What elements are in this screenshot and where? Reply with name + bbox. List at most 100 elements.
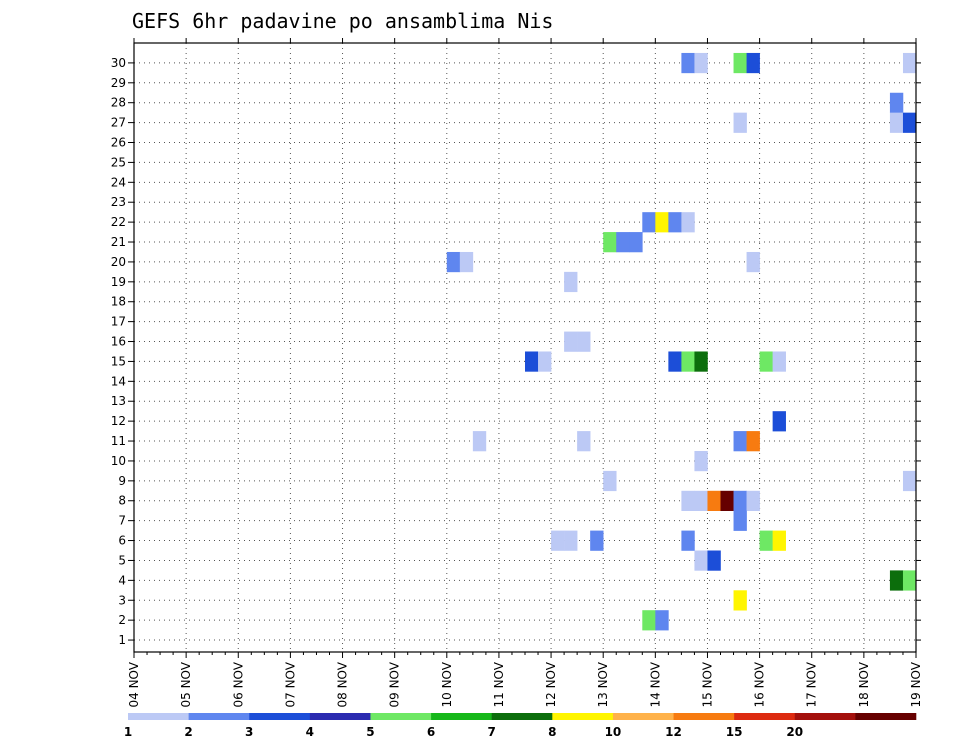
precip-cell bbox=[616, 232, 630, 253]
precip-cell bbox=[629, 232, 643, 253]
y-tick-label: 17 bbox=[111, 315, 126, 329]
precip-cell bbox=[889, 570, 904, 591]
x-tick-label: 06 NOV bbox=[231, 661, 245, 707]
y-tick-label: 27 bbox=[111, 116, 126, 130]
precip-cell bbox=[746, 251, 760, 273]
y-tick-label: 14 bbox=[111, 374, 126, 388]
colorbar-label: 3 bbox=[245, 725, 253, 739]
y-tick-label: 20 bbox=[111, 255, 126, 269]
colorbar: 1 2 3 4 5 6 7 8 10 12 15 20 bbox=[124, 713, 917, 739]
x-tick-label: 09 NOV bbox=[388, 661, 402, 707]
precip-cell bbox=[733, 590, 747, 611]
x-tick-label: 04 NOV bbox=[127, 661, 141, 707]
y-tick-label: 4 bbox=[118, 573, 126, 587]
precip-cell bbox=[577, 431, 591, 452]
colorbar-label: 6 bbox=[427, 725, 435, 739]
colorbar-label: 5 bbox=[366, 725, 374, 739]
colorbar-label: 2 bbox=[184, 725, 192, 739]
precip-cell bbox=[720, 490, 734, 511]
precip-cell bbox=[707, 550, 721, 571]
colorbar-label: 20 bbox=[786, 725, 803, 739]
precip-cell bbox=[681, 530, 695, 551]
y-tick-label: 16 bbox=[111, 335, 126, 349]
precip-cell bbox=[889, 92, 904, 113]
precip-cell bbox=[772, 351, 786, 372]
precip-cell bbox=[746, 52, 760, 74]
x-tick-label: 17 NOV bbox=[805, 661, 819, 707]
chart-title: GEFS 6hr padavine po ansamblima Nis bbox=[132, 9, 553, 33]
precip-cell bbox=[603, 232, 617, 253]
x-tick-label: 10 NOV bbox=[440, 661, 454, 707]
precip-cell bbox=[525, 351, 539, 372]
precip-cell bbox=[459, 251, 474, 273]
colorbar-swatch bbox=[491, 713, 553, 720]
y-tick-label: 25 bbox=[111, 155, 126, 169]
y-tick-label: 2 bbox=[118, 613, 126, 627]
precip-cell bbox=[746, 431, 760, 452]
y-tick-label: 1 bbox=[118, 633, 126, 647]
x-tick-label: 11 NOV bbox=[492, 661, 506, 707]
colorbar-swatch bbox=[612, 713, 674, 720]
precip-cell bbox=[603, 470, 617, 492]
precip-cell bbox=[733, 490, 747, 511]
precip-cell bbox=[759, 530, 773, 551]
precip-cell bbox=[564, 530, 578, 551]
y-tick-label: 28 bbox=[111, 96, 126, 110]
colorbar-swatch bbox=[552, 713, 614, 720]
y-tick-label: 6 bbox=[118, 534, 126, 548]
precip-cell bbox=[655, 212, 669, 233]
colorbar-swatch bbox=[734, 713, 796, 720]
x-tick-label: 19 NOV bbox=[909, 661, 923, 707]
y-tick-label: 8 bbox=[118, 494, 126, 508]
precip-cell bbox=[446, 251, 461, 273]
x-tick-label: 05 NOV bbox=[179, 661, 193, 707]
precip-cell bbox=[668, 212, 682, 233]
y-tick-label: 13 bbox=[111, 394, 126, 408]
precip-cell bbox=[681, 351, 695, 372]
y-tick-label: 7 bbox=[118, 514, 126, 528]
x-tick-label: 13 NOV bbox=[596, 661, 610, 707]
x-tick-label: 18 NOV bbox=[857, 661, 871, 707]
precip-cell bbox=[681, 490, 695, 511]
colorbar-swatch bbox=[855, 713, 917, 720]
y-tick-label: 18 bbox=[111, 295, 126, 309]
y-tick-label: 30 bbox=[111, 56, 126, 70]
precip-cell bbox=[733, 431, 747, 452]
precip-cell bbox=[472, 431, 487, 452]
precip-cell bbox=[538, 351, 552, 372]
precip-cell bbox=[642, 610, 656, 631]
colorbar-swatch bbox=[431, 713, 492, 720]
precip-cell bbox=[642, 212, 656, 233]
y-tick-label: 12 bbox=[111, 414, 126, 428]
precip-cell bbox=[772, 530, 786, 551]
colorbar-label: 8 bbox=[548, 725, 556, 739]
precip-cell bbox=[733, 112, 747, 133]
precip-cell bbox=[564, 331, 578, 352]
x-tick-label: 15 NOV bbox=[700, 661, 714, 707]
precip-cell bbox=[733, 510, 747, 531]
y-tick-label: 9 bbox=[118, 474, 126, 488]
colorbar-swatch bbox=[673, 713, 735, 720]
y-axis: 1234567891011121314151617181920212223242… bbox=[111, 56, 921, 647]
y-tick-label: 10 bbox=[111, 454, 126, 468]
colorbar-swatch bbox=[249, 713, 311, 720]
y-tick-label: 3 bbox=[118, 593, 126, 607]
precip-cell bbox=[746, 490, 760, 511]
y-tick-label: 23 bbox=[111, 195, 126, 209]
precip-cell bbox=[668, 351, 682, 372]
y-tick-label: 29 bbox=[111, 76, 126, 90]
y-tick-label: 26 bbox=[111, 136, 126, 150]
colorbar-swatch bbox=[794, 713, 856, 720]
x-tick-label: 08 NOV bbox=[336, 661, 350, 707]
y-tick-label: 21 bbox=[111, 235, 126, 249]
precip-cell bbox=[733, 52, 747, 74]
x-tick-label: 07 NOV bbox=[283, 661, 297, 707]
x-axis: 04 NOV 05 NOV 06 NOV 07 NOV 08 NOV 09 NOV 10 N… bbox=[127, 38, 923, 708]
precip-cell bbox=[694, 351, 708, 372]
colorbar-label: 12 bbox=[665, 725, 682, 739]
x-tick-label: 16 NOV bbox=[753, 661, 767, 707]
precip-cell bbox=[772, 411, 786, 432]
precip-cell bbox=[889, 112, 904, 133]
colorbar-swatch bbox=[309, 713, 371, 720]
